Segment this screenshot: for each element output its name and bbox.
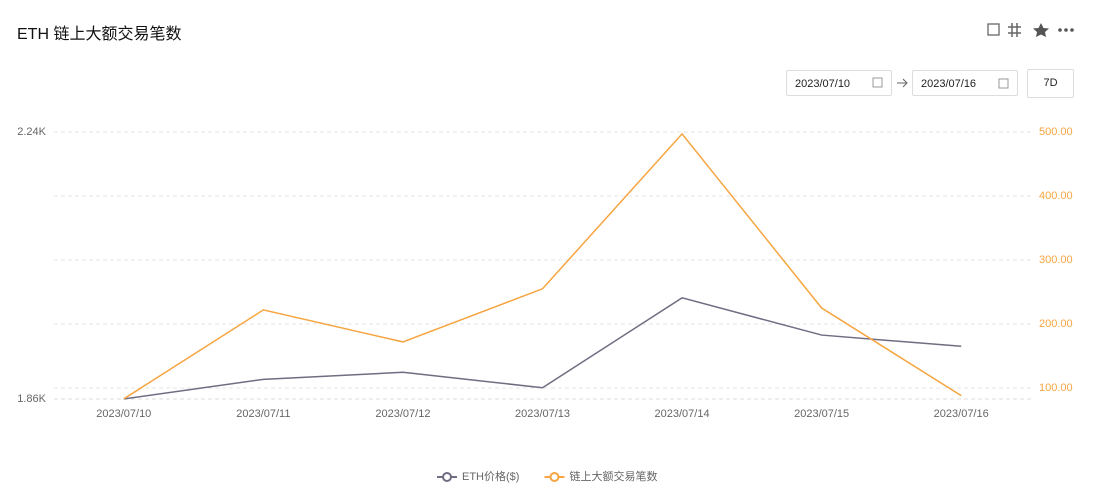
calendar-icon	[872, 77, 883, 88]
toolbar-icons[interactable]	[986, 22, 1076, 38]
end-date-text: 2023/07/16	[921, 78, 977, 90]
start-date-text: 2023/07/10	[795, 78, 851, 90]
y2-tick-label: 200.00	[1039, 318, 1073, 330]
edit-icon[interactable]	[987, 23, 1000, 36]
x-tick-label: 2023/07/10	[96, 408, 151, 420]
y-tick-label: 2.24K	[17, 126, 46, 138]
compare-icon[interactable]	[1008, 23, 1021, 37]
series-line	[123, 297, 962, 400]
y2-tick-label: 100.00	[1039, 382, 1073, 394]
star-icon[interactable]	[1033, 23, 1049, 37]
series-line	[123, 132, 962, 400]
x-tick-label: 2023/07/11	[236, 408, 290, 420]
x-tick-label: 2023/07/13	[515, 408, 570, 420]
start-date[interactable]: 2023/07/10	[786, 70, 892, 96]
legend-marker	[442, 472, 452, 482]
calendar-icon	[998, 78, 1009, 89]
chart: 1.86K 2.24K 100.00 200.00 300.00 400.00 500.00…	[17, 126, 1073, 483]
more-icon[interactable]	[1058, 28, 1074, 32]
legend-label: ETH价格($)	[462, 469, 519, 483]
legend-marker	[549, 472, 560, 482]
arrow-icon	[897, 78, 908, 88]
legend-label: 链上大额交易笔数	[569, 469, 657, 483]
y2-tick-label: 300.00	[1039, 254, 1073, 266]
y2-tick-label: 400.00	[1039, 190, 1073, 202]
y-tick-label: 1.86K	[17, 393, 46, 405]
x-tick-label: 2023/07/15	[794, 408, 849, 420]
x-tick-label: 2023/07/16	[934, 408, 989, 420]
range-button[interactable]: 7D	[1027, 69, 1074, 98]
x-tick-label: 2023/07/14	[655, 408, 710, 420]
y2-tick-label: 500.00	[1039, 126, 1073, 138]
end-date[interactable]: 2023/07/16	[912, 70, 1018, 96]
date-icons	[872, 77, 908, 88]
chart-title: ETH 链上大额交易笔数	[17, 26, 182, 43]
x-tick-label: 2023/07/12	[375, 408, 430, 420]
